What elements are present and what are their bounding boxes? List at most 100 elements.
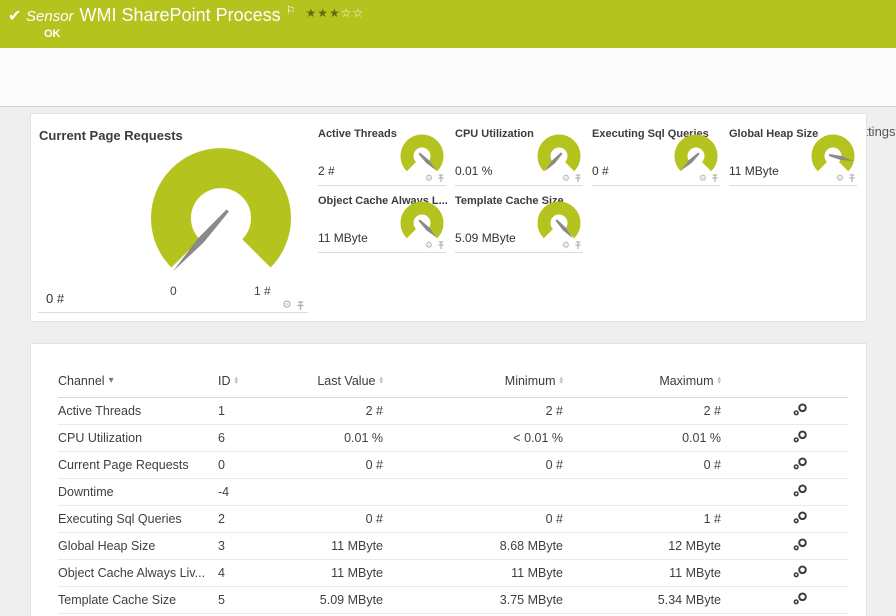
gauge-gear-icon[interactable]: ⚙ bbox=[424, 173, 433, 183]
channel-maximum: 2 # bbox=[703, 404, 721, 418]
gauge-value: 5.09 MByte bbox=[455, 231, 516, 245]
column-header-channel[interactable]: Channel ▾ bbox=[58, 374, 218, 388]
gauge-gear-icon[interactable]: ⚙ bbox=[835, 173, 844, 183]
channel-last-value: 5.09 MByte bbox=[319, 593, 383, 607]
channel-id: 5 bbox=[218, 593, 225, 607]
channel-name: CPU Utilization bbox=[58, 431, 143, 445]
gauge-pin-icon[interactable] bbox=[711, 174, 719, 183]
gauge-tile-object-cache-always-live: Object Cache Always L... 11 MByte ⚙ bbox=[318, 194, 448, 253]
channel-minimum: 8.68 MByte bbox=[499, 539, 563, 553]
channel-settings-gears-icon[interactable] bbox=[793, 592, 808, 605]
gauge-tile-global-heap-size: Global Heap Size 11 MByte ⚙ bbox=[729, 127, 857, 186]
column-header-last-value-label: Last Value bbox=[317, 373, 376, 388]
gauge-gear-icon[interactable]: ⚙ bbox=[561, 173, 570, 183]
gauge-title: CPU Utilization bbox=[455, 128, 534, 140]
channel-minimum: 3.75 MByte bbox=[499, 593, 563, 607]
gauge-gear-icon[interactable]: ⚙ bbox=[698, 173, 707, 183]
channel-settings-gears-icon[interactable] bbox=[793, 538, 808, 551]
channel-settings-gears-icon[interactable] bbox=[793, 565, 808, 578]
status-badge: OK bbox=[44, 28, 61, 40]
gauge-gear-icon[interactable]: ⚙ bbox=[561, 240, 570, 250]
gauge-pin-icon[interactable] bbox=[574, 241, 582, 250]
column-header-channel-label: Channel bbox=[58, 373, 105, 388]
priority-stars-empty[interactable]: ☆☆ bbox=[340, 6, 365, 20]
gauge-gear-icon[interactable]: ⚙ bbox=[424, 240, 433, 250]
sort-both-icon: ▴ ▾ bbox=[234, 374, 239, 386]
mini-gauge bbox=[400, 201, 444, 239]
channel-name: Active Threads bbox=[58, 404, 142, 418]
tab-bar: Overview Live Data 2 days 30 days 365 da… bbox=[0, 48, 896, 147]
channel-last-value: 0 # bbox=[365, 512, 383, 526]
column-header-minimum[interactable]: Minimum ▴ ▾ bbox=[383, 374, 563, 388]
column-header-last-value[interactable]: Last Value ▴ ▾ bbox=[276, 374, 383, 388]
channel-id: 3 bbox=[218, 539, 225, 553]
channel-settings-gears-icon[interactable] bbox=[793, 403, 808, 416]
channel-maximum: 0 # bbox=[703, 458, 721, 472]
gauge-value: 11 MByte bbox=[729, 164, 779, 178]
channel-name: Object Cache Always Liv... bbox=[58, 566, 206, 580]
gauge-actions: ⚙ bbox=[282, 300, 305, 311]
channel-id: -4 bbox=[218, 485, 230, 499]
sort-desc-icon: ▾ bbox=[108, 374, 114, 386]
gauge-pin-icon[interactable] bbox=[574, 174, 582, 183]
object-type-label: Sensor bbox=[26, 8, 74, 25]
gauge-actions: ⚙ bbox=[425, 241, 445, 250]
channel-settings-gears-icon[interactable] bbox=[793, 484, 808, 497]
small-gauges-grid: Active Threads 2 # ⚙ CPU Utilization 0.0… bbox=[318, 127, 857, 253]
column-header-minimum-label: Minimum bbox=[504, 373, 556, 388]
table-row: Executing Sql Queries 2 0 # 0 # 1 # bbox=[58, 506, 848, 533]
channel-settings-gears-icon[interactable] bbox=[793, 457, 808, 470]
channel-minimum: 2 # bbox=[545, 404, 563, 418]
gauge-value: 2 # bbox=[318, 164, 335, 178]
channel-minimum: 0 # bbox=[545, 512, 563, 526]
table-row: CPU Utilization 6 0.01 % < 0.01 % 0.01 % bbox=[58, 425, 848, 452]
table-row: Current Page Requests 0 0 # 0 # 0 # bbox=[58, 452, 848, 479]
table-row: Downtime -4 bbox=[58, 479, 848, 506]
gauge-gear-icon[interactable]: ⚙ bbox=[282, 299, 292, 311]
channel-last-value: 11 MByte bbox=[331, 539, 383, 553]
channel-settings-gears-icon[interactable] bbox=[793, 430, 808, 443]
channel-minimum: 0 # bbox=[545, 458, 563, 472]
channel-name: Template Cache Size bbox=[58, 593, 177, 607]
divider bbox=[38, 312, 308, 313]
channels-table-panel: Channel ▾ ID ▴ ▾ Last Value ▴ ▾ Minimum ▴ ▾… bbox=[30, 343, 867, 616]
gauge-pin-icon[interactable] bbox=[848, 174, 856, 183]
primary-gauge-title: Current Page Requests bbox=[39, 128, 183, 143]
channel-settings-gears-icon[interactable] bbox=[793, 511, 808, 524]
table-row: Global Heap Size 3 11 MByte 8.68 MByte 1… bbox=[58, 533, 848, 560]
channel-name: Current Page Requests bbox=[58, 458, 189, 472]
channel-last-value: 0 # bbox=[365, 458, 383, 472]
column-header-id-label: ID bbox=[218, 373, 231, 388]
primary-gauge-tile: Current Page Requests 0 1 # 0 # ⚙ bbox=[38, 114, 310, 323]
channel-id: 4 bbox=[218, 566, 225, 580]
channel-id: 6 bbox=[218, 431, 225, 445]
channel-maximum: 11 MByte bbox=[669, 566, 721, 580]
gauge-pin-icon[interactable] bbox=[296, 300, 305, 311]
channel-maximum: 0.01 % bbox=[682, 431, 721, 445]
gauge-pin-icon[interactable] bbox=[437, 174, 445, 183]
primary-gauge-value: 0 # bbox=[46, 291, 65, 306]
channel-maximum: 1 # bbox=[703, 512, 721, 526]
sensor-header: ✔ Sensor WMI SharePoint Process ⚐ ★★★☆☆ … bbox=[0, 0, 896, 48]
channel-last-value: 11 MByte bbox=[331, 566, 383, 580]
gauge-value: 11 MByte bbox=[318, 231, 368, 245]
sort-both-icon: ▴ ▾ bbox=[379, 374, 383, 386]
table-header-row: Channel ▾ ID ▴ ▾ Last Value ▴ ▾ Minimum ▴ ▾… bbox=[58, 364, 848, 398]
table-row: Active Threads 1 2 # 2 # 2 # bbox=[58, 398, 848, 425]
flag-icon[interactable]: ⚐ bbox=[285, 5, 296, 17]
gauge-actions: ⚙ bbox=[562, 241, 582, 250]
page-title: WMI SharePoint Process bbox=[79, 5, 281, 25]
gauge-actions: ⚙ bbox=[836, 174, 856, 183]
gauge-scale-min: 0 bbox=[170, 284, 177, 298]
channel-minimum: < 0.01 % bbox=[513, 431, 563, 445]
gauge-tile-template-cache-size: Template Cache Size 5.09 MByte ⚙ bbox=[455, 194, 583, 253]
channels-table: Channel ▾ ID ▴ ▾ Last Value ▴ ▾ Minimum ▴ ▾… bbox=[58, 364, 848, 614]
priority-stars-filled[interactable]: ★★★ bbox=[305, 6, 341, 20]
priority-stars[interactable]: ★★★☆☆ bbox=[305, 6, 364, 20]
column-header-maximum[interactable]: Maximum ▴ ▾ bbox=[563, 374, 721, 388]
gauge-pin-icon[interactable] bbox=[437, 241, 445, 250]
status-check-icon: ✔ bbox=[8, 8, 22, 25]
gauge-actions: ⚙ bbox=[562, 174, 582, 183]
channel-id: 1 bbox=[218, 404, 225, 418]
column-header-id[interactable]: ID ▴ ▾ bbox=[218, 374, 276, 388]
